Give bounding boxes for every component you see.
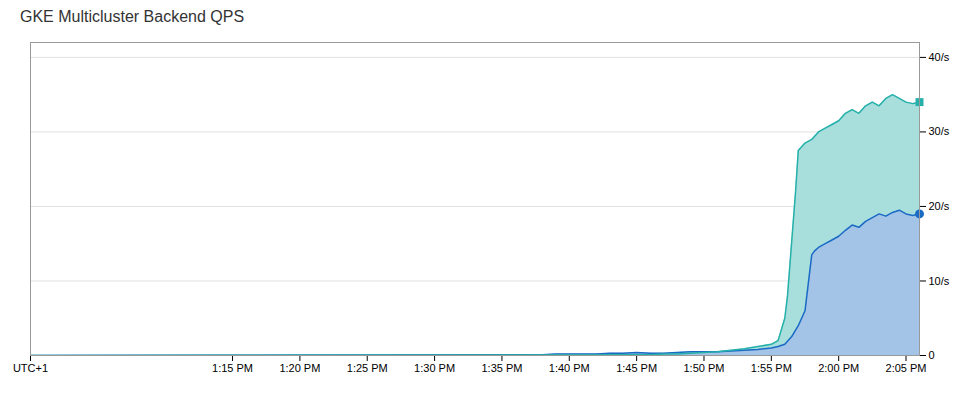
- html-text:GKE Multicluster Backend QPS: GKE Multicluster Backend QPS: [20, 8, 245, 25]
- svg-text:UTC+1: UTC+1: [13, 362, 48, 374]
- svg-text:0: 0: [929, 349, 935, 361]
- svg-text:1:25 PM: 1:25 PM: [347, 362, 388, 374]
- svg-text:20/s: 20/s: [929, 200, 950, 212]
- svg-text:10/s: 10/s: [929, 274, 950, 286]
- svg-text:30/s: 30/s: [929, 125, 950, 137]
- svg-text:1:30 PM: 1:30 PM: [414, 362, 455, 374]
- svg-text:1:35 PM: 1:35 PM: [481, 362, 522, 374]
- svg-text:1:20 PM: 1:20 PM: [279, 362, 320, 374]
- svg-text:1:50 PM: 1:50 PM: [684, 362, 725, 374]
- svg-text:1:40 PM: 1:40 PM: [549, 362, 590, 374]
- svg-text:2:05 PM: 2:05 PM: [886, 362, 927, 374]
- svg-text:1:55 PM: 1:55 PM: [751, 362, 792, 374]
- svg-text:1:15 PM: 1:15 PM: [212, 362, 253, 374]
- svg-text:2:00 PM: 2:00 PM: [818, 362, 859, 374]
- svg-text:40/s: 40/s: [929, 51, 950, 63]
- svg-text:1:45 PM: 1:45 PM: [616, 362, 657, 374]
